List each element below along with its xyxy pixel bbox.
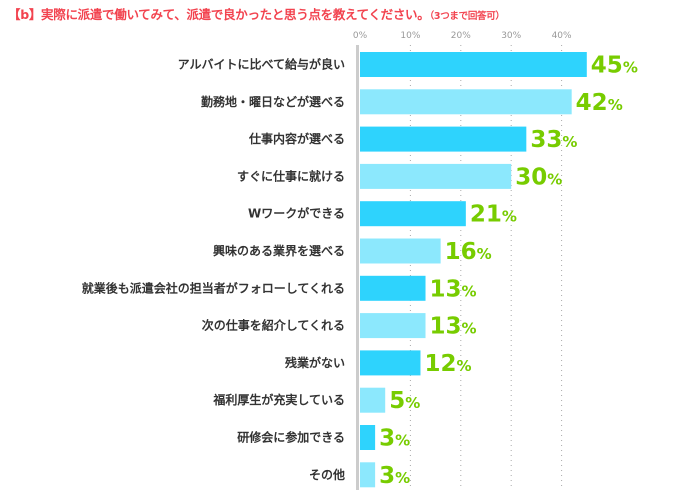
y-axis-line	[356, 45, 359, 490]
bar	[360, 163, 512, 189]
value-label: 33%	[530, 127, 577, 153]
bar	[360, 313, 426, 339]
title-text: 【b】実際に派遣で働いてみて、派遣で良かったと思う点を教えてください。	[8, 7, 430, 22]
bar	[360, 387, 386, 413]
x-tick-label: 30%	[501, 31, 521, 41]
value-label: 13%	[430, 276, 477, 302]
category-label: その他	[309, 467, 345, 482]
category-label: 次の仕事を紹介してくれる	[202, 318, 345, 333]
value-label: 3%	[379, 463, 410, 489]
subtitle-text: （3つまで回答可）	[429, 11, 505, 22]
value-label: 30%	[515, 164, 562, 190]
category-label: 仕事内容が選べる	[248, 131, 345, 146]
x-tick-label: 20%	[451, 31, 471, 41]
bar	[360, 238, 441, 264]
value-label: 5%	[389, 388, 420, 414]
category-label: 興味のある業界を選べる	[213, 243, 345, 258]
value-label: 12%	[424, 351, 471, 377]
value-label: 21%	[470, 202, 517, 228]
category-label: 残業がない	[285, 355, 345, 370]
x-tick-label: 0%	[353, 31, 368, 41]
bar	[360, 275, 426, 301]
value-label: 42%	[576, 90, 623, 116]
bar	[360, 201, 466, 227]
bar	[360, 126, 527, 152]
value-label: 13%	[430, 314, 477, 340]
value-label: 16%	[445, 239, 492, 265]
category-label: アルバイトに比べて給与が良い	[178, 57, 345, 72]
x-tick-label: 10%	[400, 31, 420, 41]
bar	[360, 350, 421, 376]
category-label: 勤務地・曜日などが選べる	[201, 94, 345, 109]
bar	[360, 462, 376, 488]
category-label: 研修会に参加できる	[237, 430, 345, 445]
bar	[360, 52, 587, 77]
bar	[360, 89, 572, 115]
category-label: すぐに仕事に就ける	[237, 168, 345, 183]
category-label: 福利厚生が充実している	[212, 392, 345, 407]
chart-title: 【b】実際に派遣で働いてみて、派遣で良かったと思う点を教えてください。（3つまで…	[8, 4, 505, 23]
category-label: 就業後も派遣会社の担当者がフォローしてくれる	[82, 280, 345, 295]
value-label: 3%	[379, 426, 410, 452]
bar	[360, 425, 376, 450]
x-tick-label: 40%	[552, 31, 572, 41]
value-label: 45%	[591, 53, 638, 79]
category-label: Wワークができる	[248, 206, 345, 221]
